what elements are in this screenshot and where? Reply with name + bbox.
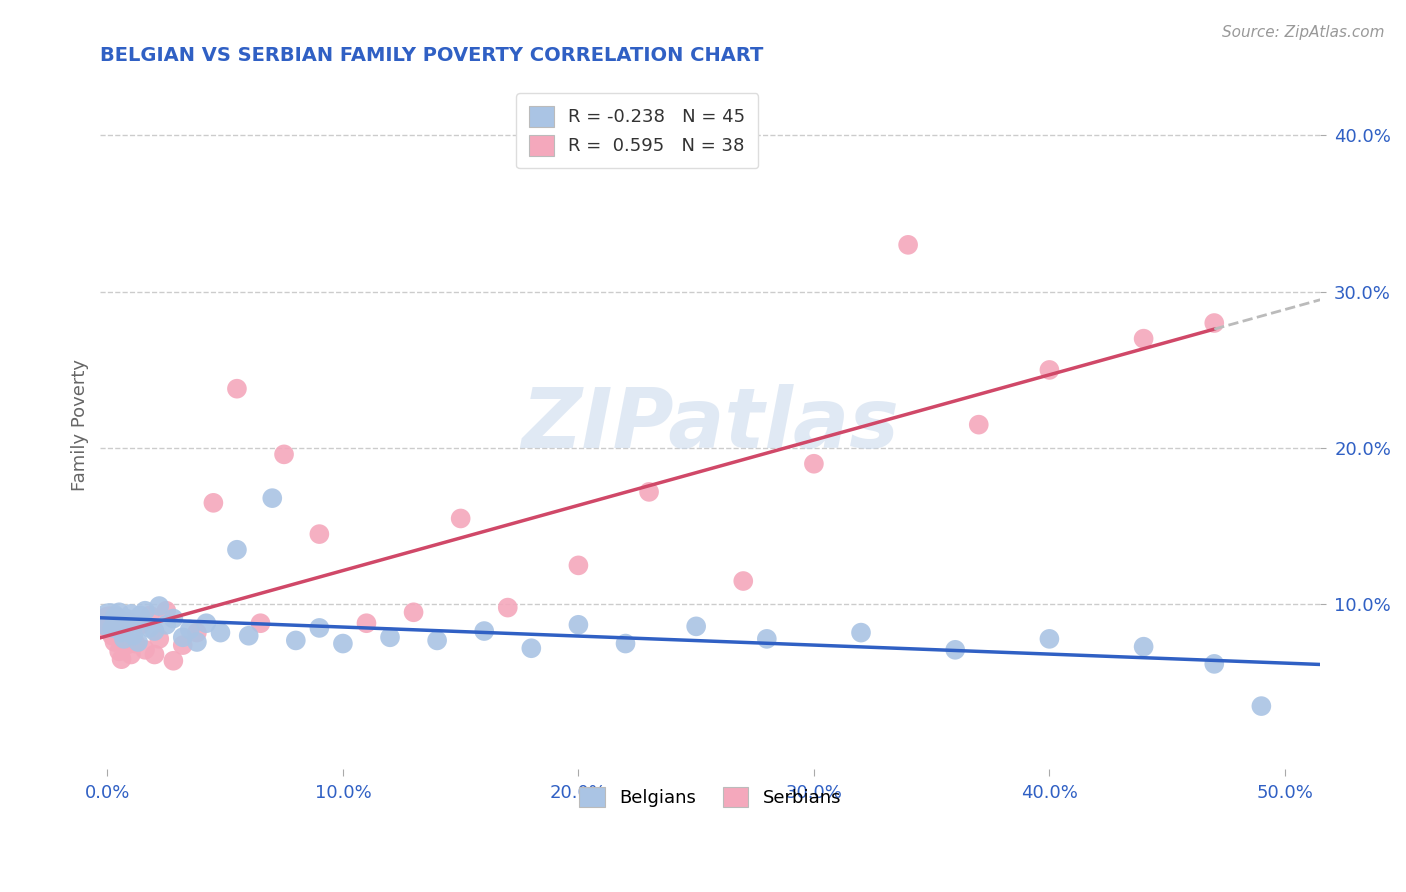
Legend: Belgians, Serbians: Belgians, Serbians: [572, 780, 848, 814]
Point: [520, 641, 543, 656]
Point: [472, 624, 495, 638]
Point: [155, 617, 177, 632]
Point: [186, 625, 208, 640]
Point: [172, 638, 194, 652]
Point: [849, 625, 872, 640]
Point: [402, 605, 425, 619]
Point: [105, 616, 128, 631]
Point: [638, 484, 661, 499]
Point: [115, 638, 138, 652]
Point: [103, 635, 125, 649]
Point: [112, 632, 135, 646]
Point: [162, 611, 184, 625]
Point: [803, 457, 825, 471]
Point: [426, 633, 449, 648]
Point: [733, 574, 755, 588]
Point: [143, 648, 166, 662]
Text: ZIPatlas: ZIPatlas: [522, 384, 900, 465]
Point: [124, 636, 146, 650]
Point: [262, 491, 284, 505]
Point: [129, 608, 152, 623]
Point: [226, 542, 249, 557]
Point: [943, 642, 966, 657]
Point: [179, 623, 201, 637]
Point: [134, 642, 156, 657]
Point: [122, 629, 145, 643]
Point: [139, 608, 162, 623]
Point: [356, 616, 378, 631]
Point: [967, 417, 990, 432]
Point: [143, 624, 166, 638]
Point: [1038, 363, 1060, 377]
Point: [139, 621, 162, 635]
Point: [1204, 657, 1226, 671]
Point: [378, 630, 401, 644]
Point: [127, 635, 149, 649]
Point: [567, 617, 589, 632]
Point: [567, 558, 589, 573]
Point: [685, 619, 707, 633]
Point: [308, 621, 330, 635]
Point: [108, 644, 131, 658]
Y-axis label: Family Poverty: Family Poverty: [72, 359, 89, 491]
Point: [148, 632, 170, 646]
Point: [134, 604, 156, 618]
Point: [124, 616, 146, 631]
Point: [120, 648, 142, 662]
Point: [308, 527, 330, 541]
Point: [450, 511, 472, 525]
Point: [129, 617, 152, 632]
Point: [103, 610, 125, 624]
Point: [162, 654, 184, 668]
Point: [202, 496, 225, 510]
Point: [614, 636, 637, 650]
Point: [105, 610, 128, 624]
Point: [1132, 640, 1154, 654]
Point: [755, 632, 778, 646]
Point: [110, 652, 132, 666]
Point: [284, 633, 307, 648]
Point: [98, 613, 121, 627]
Point: [1250, 699, 1272, 714]
Point: [1132, 332, 1154, 346]
Point: [101, 629, 124, 643]
Point: [101, 621, 124, 635]
Point: [186, 635, 208, 649]
Point: [209, 625, 232, 640]
Text: Source: ZipAtlas.com: Source: ZipAtlas.com: [1222, 25, 1385, 40]
Point: [1204, 316, 1226, 330]
Point: [155, 604, 177, 618]
Point: [273, 447, 295, 461]
Point: [496, 600, 519, 615]
Point: [117, 619, 139, 633]
Point: [120, 607, 142, 621]
Point: [1038, 632, 1060, 646]
Text: BELGIAN VS SERBIAN FAMILY POVERTY CORRELATION CHART: BELGIAN VS SERBIAN FAMILY POVERTY CORREL…: [100, 46, 763, 65]
Point: [897, 237, 920, 252]
Point: [110, 625, 132, 640]
Point: [108, 605, 131, 619]
Point: [148, 599, 170, 613]
Point: [117, 615, 139, 629]
Point: [172, 630, 194, 644]
Point: [226, 382, 249, 396]
Point: [98, 616, 121, 631]
Point: [249, 616, 271, 631]
Point: [115, 611, 138, 625]
Point: [238, 629, 260, 643]
Point: [112, 625, 135, 640]
Point: [195, 616, 218, 631]
Point: [332, 636, 354, 650]
